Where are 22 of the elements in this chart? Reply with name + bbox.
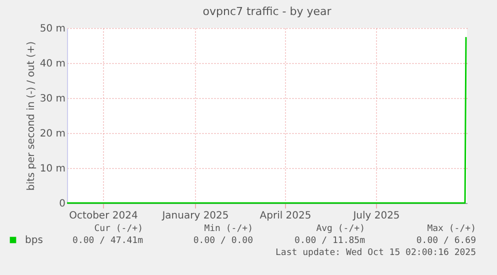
- legend-label: bps: [25, 235, 43, 246]
- text: Cur (-/+): [94, 224, 143, 234]
- y-tick-label: 50 m: [40, 24, 66, 34]
- x-tick-label: April 2025: [260, 210, 312, 222]
- y-tick-label: 20 m: [40, 128, 66, 140]
- y-tick-label: 0: [59, 198, 66, 210]
- text: 0.00 / 11.85m: [294, 236, 365, 246]
- x-tick-label: July 2025: [352, 210, 400, 222]
- text: Max (-/+): [427, 224, 476, 234]
- chart-title: ovpnc7 traffic - by year: [202, 5, 332, 18]
- x-tick-label: October 2024: [69, 210, 138, 222]
- y-tick-label: 40 m: [40, 58, 66, 70]
- x-tick-label: January 2025: [161, 210, 229, 222]
- text: 0.00 / 0.00: [193, 236, 253, 246]
- text: 0.00 / 47.41m: [72, 236, 143, 246]
- y-tick-label: 30 m: [40, 94, 66, 104]
- text: Last update: Wed Oct 15 02:00:16 2025: [276, 248, 476, 258]
- text: Min (-/+): [204, 224, 253, 234]
- text: 0.00 / 6.69: [416, 236, 476, 246]
- y-axis-title: bits per second in (-) / out (+): [26, 41, 37, 191]
- text: Avg (-/+): [316, 224, 365, 234]
- y-tick-label: 10 m: [40, 164, 66, 174]
